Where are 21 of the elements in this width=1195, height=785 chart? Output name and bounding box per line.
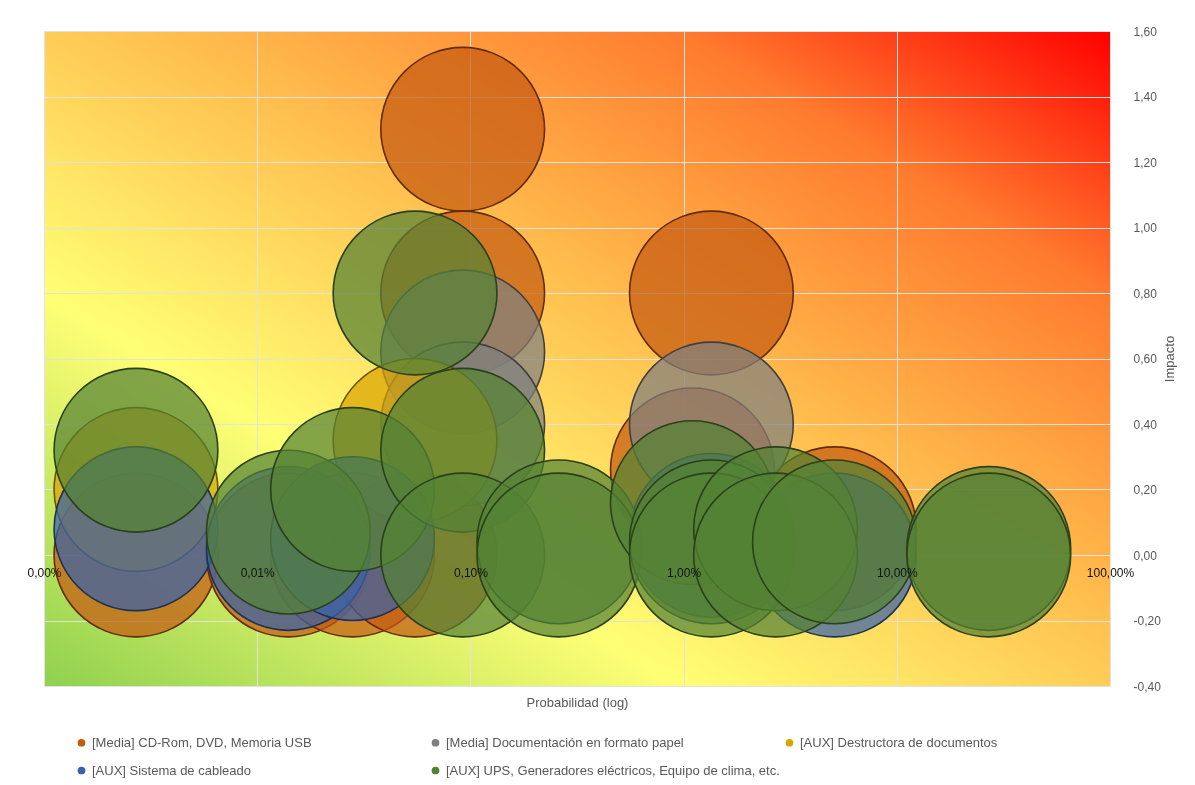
y-tick-label: 0,80 [1133,286,1158,301]
y-tick-label: 1,60 [1133,24,1158,39]
y-tick-label: 1,20 [1133,155,1158,170]
y-axis-title: Impacto [1161,335,1177,383]
legend-label: [Media] CD-Rom, DVD, Memoria USB [92,734,312,750]
y-tick-label: -0,40 [1133,679,1162,694]
y-tick-label: 0,60 [1133,352,1158,366]
x-tick-label: 1,00% [667,565,702,580]
x-axis-title: Probabilidad (log) [526,694,629,710]
legend-label: [Media] Documentación en formato papel [446,734,684,750]
x-tick-label: 10,00% [876,565,918,580]
y-tick-label: 1,40 [1133,90,1158,104]
y-tick-label: 1,00 [1133,221,1158,235]
y-tick-label: 0,20 [1133,483,1158,497]
x-tick-label: 0,01% [240,565,276,580]
legend-label: [AUX] UPS, Generadores eléctricos, Equipo de clima, etc. [446,762,780,778]
legend-label: [AUX] Destructora de documentos [800,734,998,750]
y-tick-label: -0,20 [1133,614,1162,628]
legend-label: [AUX] Sistema de cableado [92,762,251,778]
y-tick-label: 0,40 [1133,417,1158,432]
y-tick-label: 0,00 [1133,548,1158,563]
